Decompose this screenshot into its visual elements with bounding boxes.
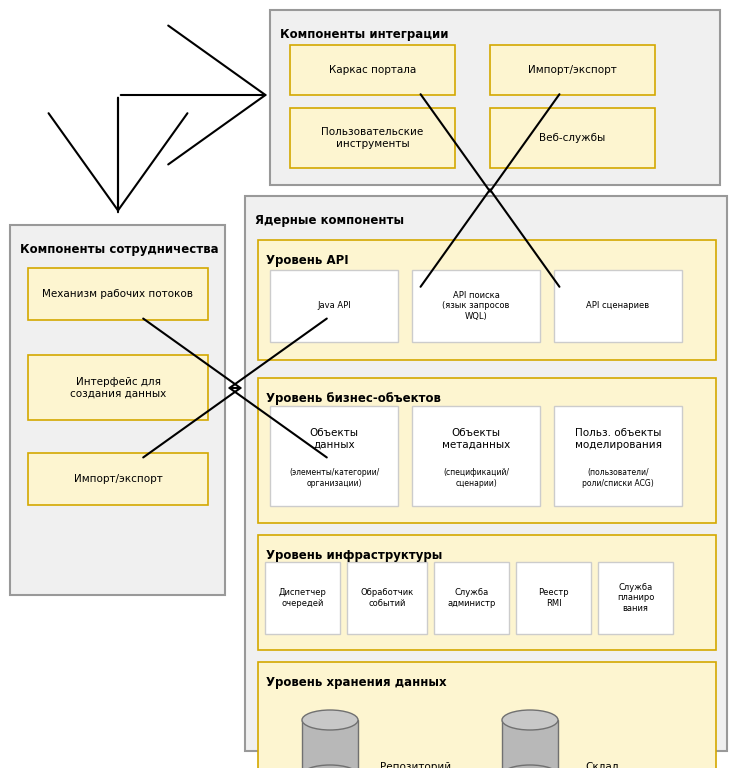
Bar	[28, 268, 208, 320]
Bar	[412, 270, 540, 342]
Text: API сценариев: API сценариев	[586, 302, 650, 310]
Text: API поиска
(язык запросов
WQL): API поиска (язык запросов WQL)	[442, 291, 510, 321]
Text: Обработчик
событий: Обработчик событий	[360, 588, 413, 607]
Ellipse shape	[302, 765, 358, 768]
Text: Уровень инфраструктуры: Уровень инфраструктуры	[266, 549, 442, 562]
Text: Объекты
данных: Объекты данных	[310, 429, 359, 450]
Bar	[245, 196, 727, 751]
Bar	[554, 270, 682, 342]
Text: Служба
администр: Служба администр	[448, 588, 495, 607]
Bar	[265, 562, 340, 634]
Ellipse shape	[302, 710, 358, 730]
Text: Веб-службы: Веб-службы	[539, 133, 606, 143]
Text: Компоненты сотрудничества: Компоненты сотрудничества	[20, 243, 219, 256]
Text: Диспетчер
очередей: Диспетчер очередей	[278, 588, 327, 607]
Ellipse shape	[502, 765, 558, 768]
Bar	[598, 562, 673, 634]
Bar	[290, 108, 455, 168]
Bar	[258, 662, 716, 768]
Text: Ядерные компоненты: Ядерные компоненты	[255, 214, 404, 227]
Bar	[258, 240, 716, 360]
Bar	[270, 10, 720, 185]
Text: Импорт/экспорт: Импорт/экспорт	[528, 65, 617, 75]
Bar	[434, 562, 509, 634]
Text: Репозиторий
PIM: Репозиторий PIM	[380, 762, 451, 768]
Bar	[10, 225, 225, 595]
Bar	[258, 535, 716, 650]
Bar	[554, 406, 682, 506]
Text: Компоненты интеграции: Компоненты интеграции	[280, 28, 448, 41]
Text: (элементы/категории/
организации): (элементы/категории/ организации)	[289, 468, 379, 488]
Text: Уровень API: Уровень API	[266, 254, 348, 267]
Text: (спецификаций/
сценарии): (спецификаций/ сценарии)	[443, 468, 509, 488]
Bar	[270, 270, 398, 342]
Text: Интерфейс для
создания данных: Интерфейс для создания данных	[70, 376, 166, 399]
Text: Каркас портала: Каркас портала	[329, 65, 416, 75]
Text: Механизм рабочих потоков: Механизм рабочих потоков	[43, 289, 193, 299]
Text: Пользовательские
инструменты: Пользовательские инструменты	[322, 127, 424, 149]
Text: Реестр
RMI: Реестр RMI	[538, 588, 568, 607]
Bar	[502, 720, 558, 768]
Bar	[412, 406, 540, 506]
Text: Импорт/экспорт: Импорт/экспорт	[74, 474, 163, 484]
Text: Java API: Java API	[317, 302, 351, 310]
Bar	[28, 453, 208, 505]
Bar	[302, 720, 358, 768]
Text: (пользователи/
роли/списки ACG): (пользователи/ роли/списки ACG)	[582, 468, 654, 488]
Text: Уровень хранения данных: Уровень хранения данных	[266, 676, 447, 689]
Bar	[490, 108, 655, 168]
Bar	[516, 562, 591, 634]
Ellipse shape	[502, 710, 558, 730]
Text: Объекты
метаданных: Объекты метаданных	[442, 429, 510, 450]
Bar	[258, 378, 716, 523]
Bar	[290, 45, 455, 95]
Bar	[347, 562, 427, 634]
Text: Служба
планиро
вания: Служба планиро вания	[617, 583, 654, 613]
Bar	[270, 406, 398, 506]
Bar	[490, 45, 655, 95]
Text: Уровень бизнес-объектов: Уровень бизнес-объектов	[266, 392, 441, 405]
Text: Склад
документов: Склад документов	[585, 762, 651, 768]
Text: Польз. объекты
моделирования: Польз. объекты моделирования	[574, 429, 662, 450]
Bar	[28, 355, 208, 420]
